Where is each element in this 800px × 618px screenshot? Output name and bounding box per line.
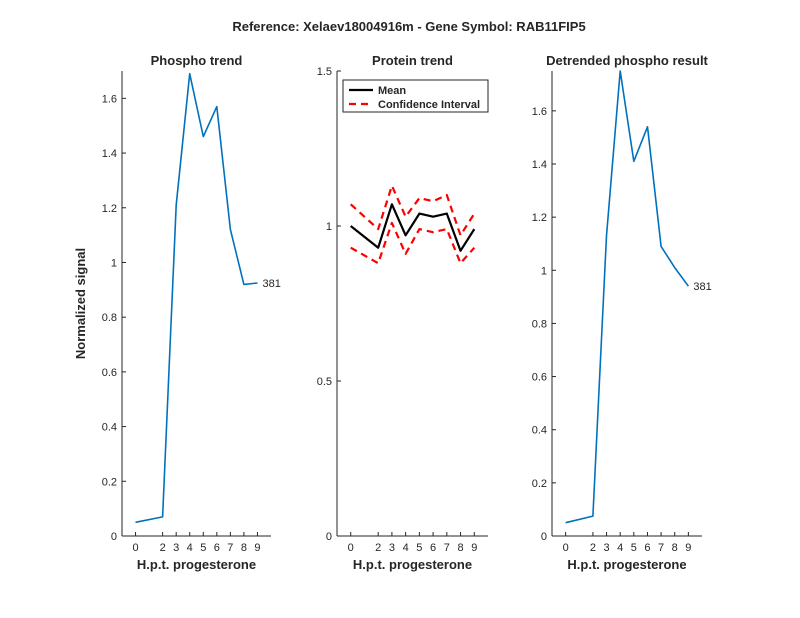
legend-box (342, 79, 489, 113)
y-tick-label: 1.5 (317, 66, 332, 78)
y-tick-label: 0.8 (102, 312, 117, 324)
y-tick-label: 1 (111, 257, 117, 269)
x-tick-label: 4 (187, 542, 193, 554)
x-tick-label: 9 (685, 542, 691, 554)
x-tick-label: 6 (644, 542, 650, 554)
x-tick-label: 5 (416, 542, 422, 554)
y-tick-label: 1 (541, 265, 547, 277)
legend: Mean Confidence Interval (342, 79, 489, 113)
chart-panel-3: Detrended phospho result 0 2 3 4 5 6 7 8 9 0 0.2 0.4… (532, 53, 712, 572)
x-tick-label: 0 (563, 542, 569, 554)
y-tick-label: 1.6 (102, 93, 117, 105)
x-tick-label: 6 (430, 542, 436, 554)
y-tick-label: 0.5 (317, 376, 332, 388)
x-axis-label: H.p.t. progesterone (353, 557, 472, 572)
y-tick-label: 0.2 (102, 476, 117, 488)
x-tick-label: 4 (617, 542, 623, 554)
y-tick-label: 0.4 (532, 425, 547, 437)
x-tick-label: 6 (214, 542, 220, 554)
y-axis-label: Normalized signal (73, 248, 88, 359)
figure-title: Reference: Xelaev18004916m - Gene Symbol… (232, 19, 585, 34)
chart-panel-1: Phospho trend 0 2 3 4 5 6 7 8 9 0 0.2 0.4 0.6 0.8 1 1.2 1… (73, 53, 281, 572)
x-tick-label: 0 (132, 542, 138, 554)
x-tick-label: 0 (348, 542, 354, 554)
y-tick-label: 0.8 (532, 318, 547, 330)
x-tick-label: 5 (631, 542, 637, 554)
series-end-label: 381 (262, 278, 280, 290)
x-tick-label: 8 (457, 542, 463, 554)
series-end-label: 381 (693, 281, 711, 293)
x-tick-label: 2 (160, 542, 166, 554)
legend-label-ci: Confidence Interval (378, 99, 480, 111)
series-line (565, 70, 690, 524)
y-tick-label: 1.2 (532, 212, 547, 224)
x-tick-label: 7 (658, 542, 664, 554)
y-tick-label: 0 (541, 531, 547, 543)
x-tick-label: 2 (375, 542, 381, 554)
chart-title: Detrended phospho result (546, 53, 708, 68)
ci-upper-line (349, 184, 476, 237)
x-tick-label: 8 (672, 542, 678, 554)
y-tick-label: 0.2 (532, 478, 547, 490)
legend-label-mean: Mean (378, 85, 406, 97)
y-tick-label: 1.4 (102, 148, 117, 160)
y-tick-label: 0.4 (102, 422, 117, 434)
y-tick-label: 1.6 (532, 106, 547, 118)
x-tick-label: 5 (200, 542, 206, 554)
x-tick-label: 3 (389, 542, 395, 554)
x-tick-label: 9 (471, 542, 477, 554)
y-tick-label: 1 (326, 221, 332, 233)
chart-title: Phospho trend (151, 53, 243, 68)
y-tick-label: 0.6 (532, 372, 547, 384)
x-tick-label: 3 (173, 542, 179, 554)
series-line (135, 72, 258, 524)
chart-title: Protein trend (372, 53, 453, 68)
y-tick-label: 0 (326, 531, 332, 543)
x-tick-label: 4 (403, 542, 409, 554)
chart-panel-2: Protein trend 0 2 3 4 5 6 7 8 9 0 0.5 1 1.5 H.p.t. pro… (317, 53, 489, 572)
y-tick-label: 0 (111, 531, 117, 543)
x-tick-label: 7 (227, 542, 233, 554)
ci-lower-line (350, 221, 476, 265)
x-axis-label: H.p.t. progesterone (567, 557, 686, 572)
y-tick-label: 1.2 (102, 203, 117, 215)
x-tick-label: 2 (590, 542, 596, 554)
mean-line (350, 203, 476, 252)
x-axis-label: H.p.t. progesterone (137, 557, 256, 572)
x-tick-label: 9 (254, 542, 260, 554)
y-tick-label: 0.6 (102, 367, 117, 379)
x-tick-label: 7 (444, 542, 450, 554)
x-tick-label: 3 (603, 542, 609, 554)
y-tick-label: 1.4 (532, 159, 547, 171)
x-tick-label: 8 (241, 542, 247, 554)
